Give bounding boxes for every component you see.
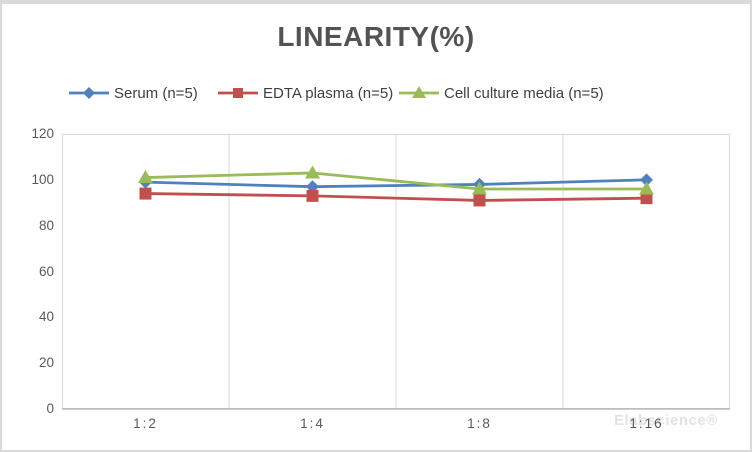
data-point-marker-square [640,192,653,205]
chart-title: LINEARITY(%) [277,21,475,52]
series-line [144,171,648,191]
data-point-marker-triangle [472,181,487,195]
data-point-marker-square [139,187,152,200]
legend-swatch-square [218,88,258,98]
x-tick-label: 1:4 [300,416,325,431]
legend-marker-diamond [83,87,95,99]
data-point-marker-triangle [639,181,654,195]
legend-swatch-triangle [399,86,439,98]
legend-item-edta: EDTA plasma (n=5) [217,82,393,104]
series-cell [138,165,654,195]
legend-marker-square [233,88,243,98]
data-point-marker-triangle [305,165,320,179]
legend-label: Serum (n=5) [114,84,198,102]
y-tick-label: 100 [31,171,54,187]
legend-swatch-diamond [69,87,109,99]
legend-marker-triangle [412,86,426,98]
chart-legend: Serum (n=5) EDTA plasma (n=5) Cell culture… [2,82,750,104]
legend-label: Cell culture media (n=5) [444,84,604,102]
series-line [144,178,648,189]
data-point-marker-triangle [138,170,153,184]
y-tick-label: 60 [38,263,54,279]
x-tick-label: 1:8 [467,416,492,431]
series-edta [139,187,653,207]
watermark: Elabscience® [614,412,718,429]
y-tick-label: 80 [38,217,54,233]
data-point-marker-diamond [640,173,653,187]
y-tick-label: 40 [38,309,54,325]
y-tick-label: 20 [38,355,54,371]
series-line [144,192,648,202]
y-tick-label: 0 [46,401,54,416]
x-tick-label: 1:2 [133,416,158,431]
x-tick-label: 1:16 [629,416,664,431]
y-tick-label: 120 [31,126,54,141]
legend-item-serum: Serum (n=5) [68,82,198,104]
data-point-marker-square [306,189,319,202]
plot-area [62,134,730,410]
legend-label: EDTA plasma (n=5) [263,84,394,102]
data-point-marker-square [473,194,486,207]
legend-item-cell: Cell culture media (n=5) [398,82,604,104]
